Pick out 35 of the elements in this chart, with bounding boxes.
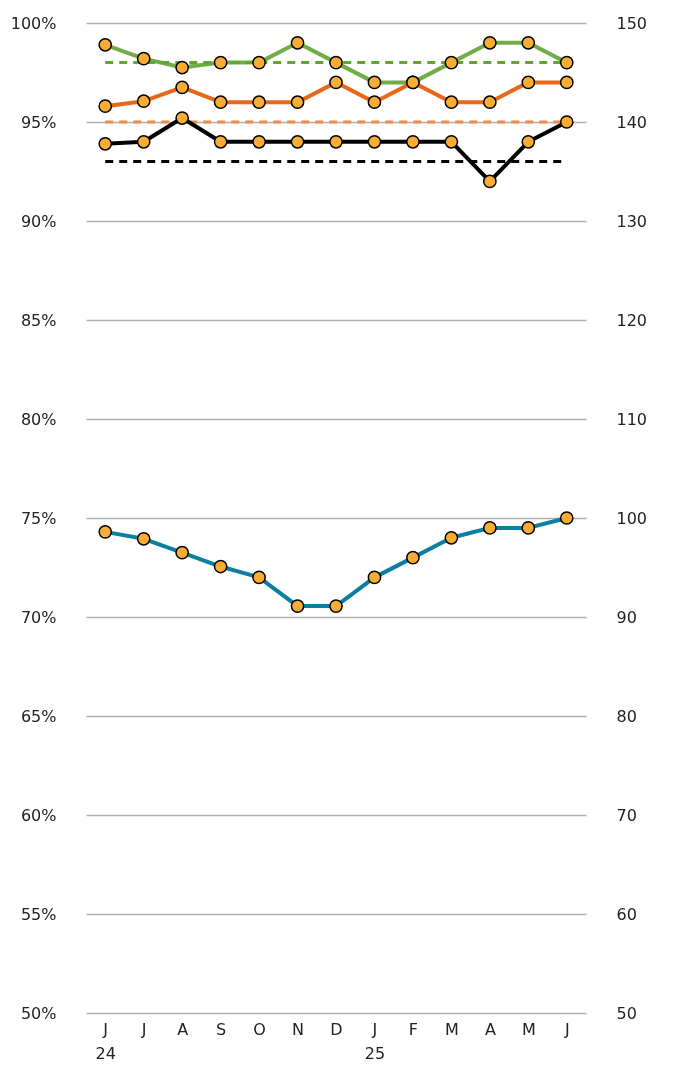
x-tick-label: S <box>216 1019 227 1039</box>
y2-tick-label: 110 <box>616 409 648 429</box>
y-tick-label: 75% <box>20 508 57 528</box>
x-tick-label: J 24 <box>95 1019 116 1063</box>
x-tick-label: M <box>521 1019 536 1039</box>
y-tick-label: 70% <box>20 607 57 627</box>
x-tick-label: D <box>330 1019 343 1039</box>
y-tick-label: 50% <box>20 1003 57 1023</box>
x-tick-label: O <box>253 1019 266 1039</box>
x-tick-label: N <box>292 1019 305 1039</box>
x-tick-label: J <box>140 1019 147 1039</box>
x-tick-label: A <box>177 1019 189 1039</box>
y-tick-label: 65% <box>20 706 57 726</box>
y-tick-label: 90% <box>20 211 57 231</box>
y-tick-label: 85% <box>20 310 57 330</box>
y2-tick-label: 70 <box>616 805 637 825</box>
y-tick-label: 100% <box>10 13 57 33</box>
y2-tick-label: 120 <box>616 310 648 330</box>
y2-tick-label: 90 <box>616 607 637 627</box>
y2-tick-label: 140 <box>616 112 648 132</box>
y2-tick-label: 130 <box>616 211 648 231</box>
y-tick-label: 55% <box>20 904 57 924</box>
x-tick-label: J 25 <box>364 1019 386 1063</box>
y-tick-label: 95% <box>20 112 57 132</box>
x-tick-label: F <box>408 1019 419 1039</box>
y2-tick-label: 100 <box>616 508 648 528</box>
y2-tick-label: 80 <box>616 706 637 726</box>
x-tick-label: J <box>563 1019 570 1039</box>
y2-tick-label: 150 <box>616 13 648 33</box>
y-tick-label: 80% <box>20 409 57 429</box>
y2-tick-label: 60 <box>616 904 637 924</box>
x-tick-label: A <box>484 1019 496 1039</box>
x-tick-label: M <box>444 1019 459 1039</box>
y-tick-label: 60% <box>20 805 57 825</box>
y2-tick-label: 50 <box>616 1003 637 1023</box>
